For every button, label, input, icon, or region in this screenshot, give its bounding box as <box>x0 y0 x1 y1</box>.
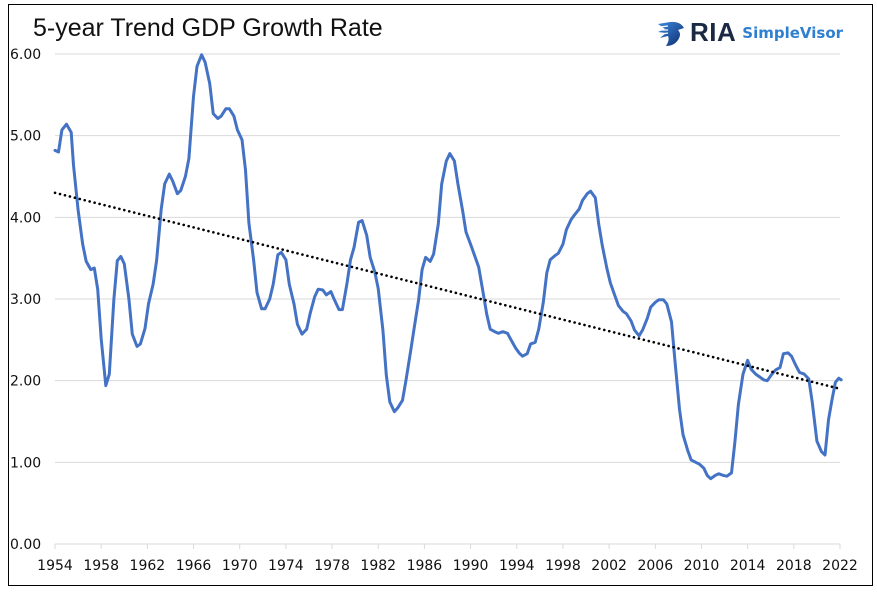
x-tick-label: 1958 <box>83 558 119 574</box>
series-group <box>53 53 843 481</box>
x-tick-label: 1978 <box>314 558 350 574</box>
x-tick-label: 1974 <box>268 558 304 574</box>
x-tick-label: 1994 <box>499 558 535 574</box>
y-tick-label: 6.00 <box>10 47 41 63</box>
gridlines <box>55 53 840 545</box>
x-tick-label: 1962 <box>130 558 166 574</box>
y-tick-label: 2.00 <box>10 374 41 390</box>
trend-line <box>53 191 842 391</box>
x-tick-label: 2006 <box>637 558 673 574</box>
brand-name: RIA <box>690 17 737 47</box>
y-tick-label: 3.00 <box>10 292 41 308</box>
x-axis <box>54 543 841 549</box>
x-tick-label: 1970 <box>222 558 258 574</box>
x-tick-label: 2022 <box>822 558 858 574</box>
x-tick-label: 1990 <box>453 558 489 574</box>
x-tick-label: 1966 <box>176 558 212 574</box>
x-tick-label: 2010 <box>684 558 720 574</box>
y-tick-label: 4.00 <box>10 210 41 226</box>
x-axis-ticks: 1954 1958 1962 1966 1970 1974 1978 1982 1986 1990… <box>37 558 858 574</box>
eagle-head-icon <box>658 21 684 46</box>
x-tick-label: 1954 <box>37 558 73 574</box>
gdp-growth-line <box>53 53 843 481</box>
chart-title: 5-year Trend GDP Growth Rate <box>33 14 383 42</box>
y-tick-label: 5.00 <box>10 129 41 145</box>
chart-frame <box>8 4 873 586</box>
product-name: SimpleVisor <box>742 23 844 42</box>
y-tick-label: 0.00 <box>10 537 41 553</box>
x-tick-label: 1998 <box>545 558 581 574</box>
y-tick-label: 1.00 <box>10 455 41 471</box>
brand-logo: RIA SimpleVisor <box>656 17 843 48</box>
x-tick-label: 2018 <box>776 558 812 574</box>
x-tick-label: 1982 <box>360 558 396 574</box>
x-tick-label: 2002 <box>591 558 627 574</box>
x-tick-label: 1986 <box>407 558 443 574</box>
y-axis-ticks: 0.00 1.00 2.00 3.00 4.00 5.00 6.00 <box>10 47 41 553</box>
x-tick-label: 2014 <box>730 558 766 574</box>
